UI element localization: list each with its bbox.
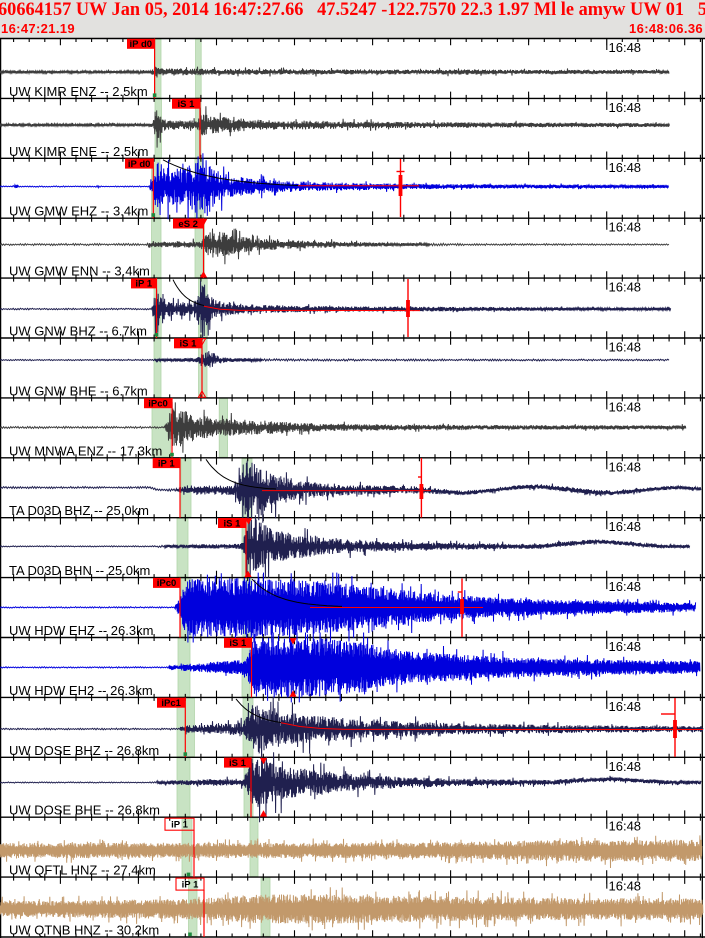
svg-text:UW GMW ENN -- 3.4km: UW GMW ENN -- 3.4km [9, 264, 150, 279]
svg-text:TA D03D BHZ -- 25.0km: TA D03D BHZ -- 25.0km [9, 503, 149, 518]
svg-text:UW QFTL HNZ -- 27,4km: UW QFTL HNZ -- 27,4km [9, 863, 156, 878]
svg-text:eS 2: eS 2 [178, 219, 198, 230]
svg-text:16:48: 16:48 [609, 160, 642, 175]
svg-text:16:48: 16:48 [609, 639, 642, 654]
svg-text:16:48: 16:48 [609, 819, 642, 834]
svg-text:UW QTNB HNZ -- 30,2km: UW QTNB HNZ -- 30,2km [9, 923, 159, 938]
svg-text:16:48: 16:48 [609, 220, 642, 235]
svg-text:16:48: 16:48 [609, 519, 642, 534]
svg-text:16:48: 16:48 [609, 879, 642, 894]
svg-text:16:48: 16:48 [609, 280, 642, 295]
svg-text:UW GMW EHZ -- 3.4km: UW GMW EHZ -- 3.4km [9, 204, 148, 219]
svg-text:UW KIMR ENZ -- 2.5km: UW KIMR ENZ -- 2.5km [9, 84, 148, 99]
svg-text:16:48: 16:48 [609, 579, 642, 594]
svg-text:16:48: 16:48 [609, 340, 642, 355]
svg-text:iS 1: iS 1 [229, 758, 247, 769]
svg-text:UW HDW EHZ -- 26.3km: UW HDW EHZ -- 26.3km [9, 623, 153, 638]
svg-text:TA D03D BHN -- 25.0km: TA D03D BHN -- 25.0km [9, 563, 150, 578]
svg-text:16:48: 16:48 [609, 100, 642, 115]
svg-text:iP 1: iP 1 [135, 279, 152, 290]
svg-text:iPc0: iPc0 [157, 578, 177, 589]
svg-text:iS 1: iS 1 [229, 638, 247, 649]
svg-text:UW GNW BHZ -- 6.7km: UW GNW BHZ -- 6.7km [9, 324, 147, 339]
svg-text:16:48: 16:48 [609, 759, 642, 774]
svg-text:iP d0: iP d0 [128, 159, 151, 170]
svg-text:iS 1: iS 1 [224, 518, 242, 529]
svg-text:iS 1: iS 1 [178, 99, 196, 110]
svg-text:UW KIMR ENE -- 2.5km: UW KIMR ENE -- 2.5km [9, 144, 148, 159]
svg-text:UW DOSE BHE -- 26,8km: UW DOSE BHE -- 26,8km [9, 803, 160, 818]
svg-text:iP d0: iP d0 [130, 39, 153, 50]
svg-text:iPc1: iPc1 [161, 698, 181, 709]
svg-text:16:48: 16:48 [609, 459, 642, 474]
svg-text:iS 1: iS 1 [180, 339, 198, 350]
svg-text:UW GNW BHE -- 6.7km: UW GNW BHE -- 6.7km [9, 383, 148, 398]
svg-text:16:48: 16:48 [609, 399, 642, 414]
svg-text:iP 1: iP 1 [171, 819, 188, 830]
svg-text:UW DOSE BHZ -- 26,8km: UW DOSE BHZ -- 26,8km [9, 743, 159, 758]
svg-text:iP 1: iP 1 [182, 879, 199, 890]
svg-text:UW HDW EH2 -- 26.3km: UW HDW EH2 -- 26.3km [9, 683, 153, 698]
svg-text:iP 1: iP 1 [158, 458, 175, 469]
svg-text:16:48: 16:48 [609, 699, 642, 714]
svg-text:UW MNWA ENZ -- 17,3km: UW MNWA ENZ -- 17,3km [9, 443, 162, 458]
svg-text:16:48: 16:48 [609, 40, 642, 55]
svg-text:iPc0: iPc0 [148, 399, 168, 410]
